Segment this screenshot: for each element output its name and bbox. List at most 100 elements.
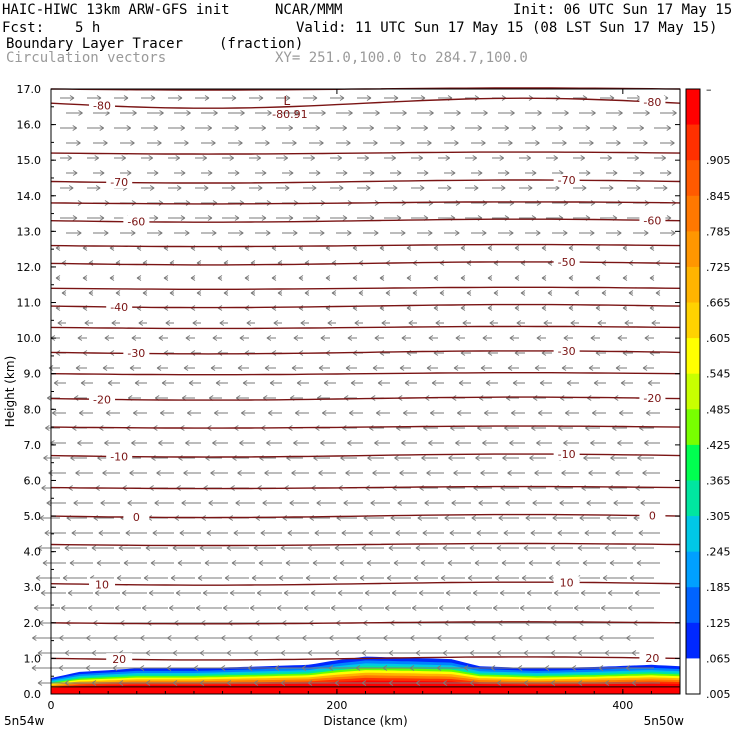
wind-vector-head bbox=[373, 230, 379, 236]
temperature-contour bbox=[50, 97, 681, 109]
wind-vector-head bbox=[472, 590, 478, 596]
wind-vector-head bbox=[354, 320, 360, 326]
wind-vector-head bbox=[72, 170, 78, 176]
wind-vector-head bbox=[103, 140, 108, 146]
wind-vector-head bbox=[496, 545, 502, 551]
colorbar-label: .425 bbox=[706, 439, 731, 452]
wind-vector-head bbox=[145, 680, 151, 686]
wind-vector-head bbox=[455, 440, 460, 446]
wind-vector-head bbox=[98, 530, 104, 536]
colorbar-swatch bbox=[686, 124, 700, 161]
contour-label-bg bbox=[123, 510, 150, 523]
wind-vector-head bbox=[283, 155, 288, 161]
wind-vector-head bbox=[462, 320, 468, 326]
wind-vector-head bbox=[651, 320, 657, 326]
wind-vector-head bbox=[625, 665, 631, 671]
wind-vector-head bbox=[631, 680, 637, 686]
wind-vector-head bbox=[328, 665, 334, 671]
wind-vector-head bbox=[426, 365, 432, 371]
wind-vector-head bbox=[631, 545, 637, 551]
wind-vector-head bbox=[226, 680, 232, 686]
wind-vector-head bbox=[591, 110, 596, 116]
contour-label: -50 bbox=[558, 256, 576, 269]
wind-vector-head bbox=[403, 410, 408, 416]
wind-vector-head bbox=[514, 275, 520, 281]
wind-vector-head bbox=[503, 530, 509, 536]
wind-vector-head bbox=[637, 455, 642, 461]
wind-vector-head bbox=[547, 290, 553, 296]
wind-vector-head bbox=[115, 290, 121, 296]
wind-vector-head bbox=[220, 665, 226, 671]
contour-label: -60 bbox=[127, 215, 145, 228]
wind-vector-head bbox=[207, 170, 213, 176]
contour-label-bg bbox=[553, 256, 580, 269]
wind-vector-head bbox=[287, 530, 293, 536]
wind-vector-head bbox=[141, 605, 147, 611]
contour-label-bg bbox=[639, 392, 666, 405]
wind-vector-head bbox=[480, 470, 485, 476]
title-left: HAIC-HIWC 13km ARW-GFS init bbox=[2, 2, 230, 18]
wind-vector-head bbox=[126, 170, 132, 176]
wind-vector-head bbox=[536, 335, 542, 341]
field-units: (fraction) bbox=[219, 36, 304, 52]
wind-vector-head bbox=[230, 185, 236, 191]
wind-vector-head bbox=[391, 155, 396, 161]
wind-vector-head bbox=[442, 545, 448, 551]
wind-vector-head bbox=[149, 185, 155, 191]
wind-vector-head bbox=[471, 515, 477, 521]
contour-label: -30 bbox=[127, 347, 145, 360]
wind-vector-head bbox=[305, 575, 311, 581]
colorbar-label: .785 bbox=[706, 225, 731, 238]
wind-vector-head bbox=[499, 590, 505, 596]
wind-vector-head bbox=[250, 290, 256, 296]
wind-vector-head bbox=[130, 140, 135, 146]
wind-vector-head bbox=[273, 320, 279, 326]
wind-vector-head bbox=[107, 380, 113, 386]
contour-label-bg bbox=[106, 176, 133, 189]
wind-vector-head bbox=[264, 365, 270, 371]
wind-vector-head bbox=[303, 605, 309, 611]
temperature-contour bbox=[50, 325, 681, 330]
wind-vector-head bbox=[402, 110, 407, 116]
wind-vector-head bbox=[580, 155, 585, 161]
wind-vector-head bbox=[177, 95, 183, 101]
wind-vector-head bbox=[469, 650, 475, 656]
wind-vector-head bbox=[316, 500, 321, 506]
wind-vector-head bbox=[301, 665, 307, 671]
wind-vector-head bbox=[318, 365, 324, 371]
wind-vector-head bbox=[643, 140, 648, 146]
wind-vector-head bbox=[617, 440, 622, 446]
wind-vector-head bbox=[288, 215, 294, 221]
colorbar-label: .005 bbox=[706, 688, 731, 701]
wind-vector-head bbox=[160, 410, 165, 416]
wind-vector-head bbox=[274, 665, 280, 671]
wind-vector-head bbox=[534, 365, 540, 371]
wind-vector-head bbox=[502, 455, 507, 461]
wind-vector-head bbox=[118, 680, 124, 686]
wind-vector-head bbox=[314, 530, 320, 536]
wind-vector-head bbox=[442, 680, 448, 686]
wind-vector-head bbox=[176, 185, 182, 191]
wind-vector-head bbox=[190, 275, 196, 281]
wind-vector-head bbox=[339, 95, 345, 101]
wind-vector-head bbox=[258, 95, 264, 101]
wind-vector-head bbox=[298, 275, 304, 281]
wind-vector-head bbox=[251, 575, 257, 581]
wind-vector-head bbox=[406, 275, 412, 281]
wind-vector-head bbox=[423, 125, 428, 131]
wind-vector-head bbox=[582, 560, 588, 566]
wind-vector-head bbox=[523, 545, 529, 551]
wind-vector-head bbox=[224, 575, 230, 581]
wind-vector-head bbox=[636, 560, 642, 566]
wind-vector-head bbox=[304, 290, 310, 296]
wind-vector-head bbox=[369, 170, 375, 176]
wind-vector-head bbox=[521, 575, 527, 581]
wind-vector-head bbox=[624, 320, 630, 326]
wind-vector-head bbox=[265, 140, 270, 146]
wind-vector-head bbox=[445, 590, 451, 596]
wind-vector-head bbox=[433, 305, 439, 311]
wind-vector-head bbox=[377, 380, 383, 386]
colorbar-swatch bbox=[686, 551, 700, 588]
wind-vector-head bbox=[111, 320, 117, 326]
wind-vector-head bbox=[453, 470, 458, 476]
